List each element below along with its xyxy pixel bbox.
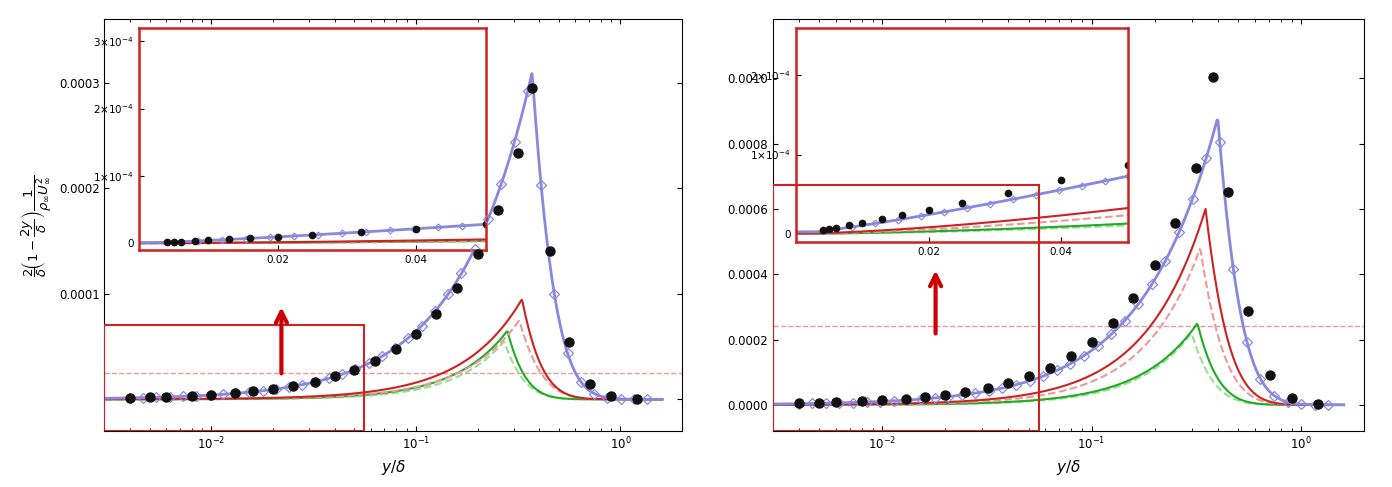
Bar — [104, 325, 365, 431]
X-axis label: $y/\delta$: $y/\delta$ — [380, 458, 406, 477]
Bar — [773, 186, 1038, 431]
Y-axis label: $\dfrac{2}{\delta}\!\left(1-\dfrac{2y}{\delta}\right)\dfrac{1}{\rho_\infty U_\in: $\dfrac{2}{\delta}\!\left(1-\dfrac{2y}{\… — [19, 174, 53, 277]
X-axis label: $y/\delta$: $y/\delta$ — [1055, 458, 1082, 477]
